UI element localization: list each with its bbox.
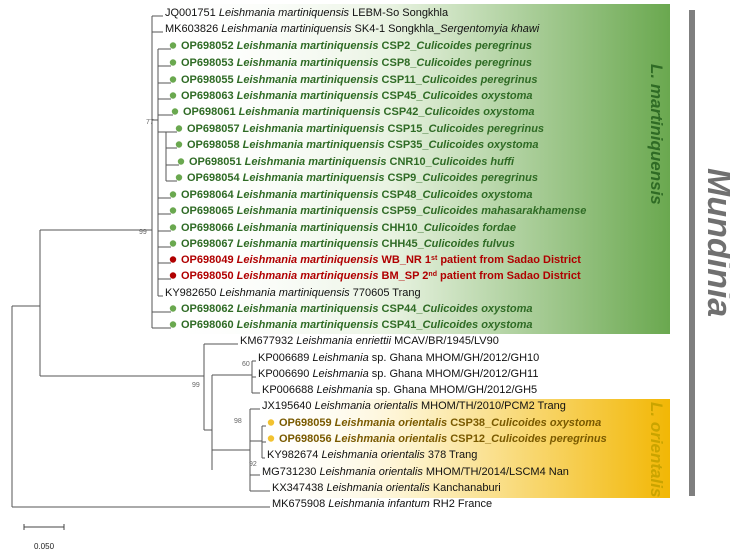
leaf-label: OP698057 Leishmania martiniquensis CSP15… <box>187 123 544 135</box>
leaf-label: OP698061 Leishmania martiniquensis CSP42… <box>183 106 535 118</box>
leaf-label: OP698059 Leishmania orientalis CSP38_Cul… <box>279 417 601 429</box>
sample-dot-green <box>172 108 178 114</box>
sample-dot-yellow <box>268 419 274 425</box>
scale-bar-label: 0.050 <box>34 542 55 551</box>
bootstrap-value: 92 <box>249 461 257 468</box>
leaf-label: OP698066 Leishmania martiniquensis CHH10… <box>181 222 516 234</box>
sample-dot-red <box>170 272 176 278</box>
sample-dot-green <box>176 125 182 131</box>
leaf-label: OP698056 Leishmania orientalis CSP12_Cul… <box>279 433 607 445</box>
leaf-label: JQ001751 Leishmania martiniquensis LEBM-… <box>165 7 449 19</box>
sample-dot-green <box>170 240 176 246</box>
leaf-label: OP698064 Leishmania martiniquensis CSP48… <box>181 189 533 201</box>
leaf-label: OP698055 Leishmania martiniquensis CSP11… <box>181 74 537 86</box>
sample-dot-green <box>170 207 176 213</box>
clade-label-martiniquensis: L. martiniquensis <box>647 64 666 205</box>
leaf-label: OP698060 Leishmania martiniquensis CSP41… <box>181 319 533 331</box>
leaf-label: KP006690 Leishmania sp. Ghana MHOM/GH/20… <box>258 368 538 380</box>
sample-dot-green <box>170 76 176 82</box>
sample-dot-green <box>170 191 176 197</box>
leaf-label: MK675908 Leishmania infantum RH2 France <box>272 498 492 510</box>
leaf-label: OP698052 Leishmania martiniquensis CSP2_… <box>181 40 532 52</box>
sample-dot-green <box>176 141 182 147</box>
sample-dot-green <box>170 224 176 230</box>
leaf-label: OP698051 Leishmania martiniquensis CNR10… <box>189 156 515 168</box>
leaf-label: OP698058 Leishmania martiniquensis CSP35… <box>187 139 539 151</box>
leaf-label: OP698054 Leishmania martiniquensis CSP9_… <box>187 172 538 184</box>
leaf-label: OP698063 Leishmania martiniquensis CSP45… <box>181 90 533 102</box>
bootstrap-value: 77 <box>146 119 154 126</box>
sample-dot-green <box>176 174 182 180</box>
leaf-label: KM677932 Leishmania enriettii MCAV/BR/19… <box>240 335 499 347</box>
bootstrap-value: 99 <box>139 229 147 236</box>
leaf-label: OP698067 Leishmania martiniquensis CHH45… <box>181 238 515 250</box>
leaf-label: MK603826 Leishmania martiniquensis SK4-1… <box>165 23 540 35</box>
martiniquensis-clade-box <box>160 4 670 334</box>
leaf-label: KY982650 Leishmania martiniquensis 77060… <box>165 287 421 299</box>
leaf-label: MG731230 Leishmania orientalis MHOM/TH/2… <box>262 466 569 478</box>
leaf-label: JX195640 Leishmania orientalis MHOM/TH/2… <box>262 400 566 412</box>
sample-dot-green <box>170 305 176 311</box>
leaf-label: KX347438 Leishmania orientalis Kanchanab… <box>272 482 501 494</box>
bootstrap-value: 99 <box>192 382 200 389</box>
leaf-label: KP006688 Leishmania sp. Ghana MHOM/GH/20… <box>262 384 537 396</box>
leaf-label: OP698050 Leishmania martiniquensis BM_SP… <box>181 270 581 282</box>
leaf-label: OP698062 Leishmania martiniquensis CSP44… <box>181 303 533 315</box>
leaf-label: OP698065 Leishmania martiniquensis CSP59… <box>181 205 586 217</box>
sample-dot-yellow <box>268 435 274 441</box>
clade-label-orientalis: L. orientalis <box>647 402 666 497</box>
sample-dot-green <box>170 92 176 98</box>
leaf-label: KP006689 Leishmania sp. Ghana MHOM/GH/20… <box>258 352 539 364</box>
leaf-label: KY982674 Leishmania orientalis 378 Trang <box>267 449 477 461</box>
bootstrap-value: 98 <box>234 418 242 425</box>
genus-label: Mundinia <box>700 168 730 317</box>
sample-dot-green <box>170 321 176 327</box>
sample-dot-green <box>170 42 176 48</box>
sample-dot-green <box>170 59 176 65</box>
leaf-label: OP698053 Leishmania martiniquensis CSP8_… <box>181 57 532 69</box>
sample-dot-red <box>170 256 176 262</box>
sample-dot-green <box>178 158 184 164</box>
leaf-label: OP698049 Leishmania martiniquensis WB_NR… <box>181 254 581 266</box>
bootstrap-value: 60 <box>242 361 250 368</box>
